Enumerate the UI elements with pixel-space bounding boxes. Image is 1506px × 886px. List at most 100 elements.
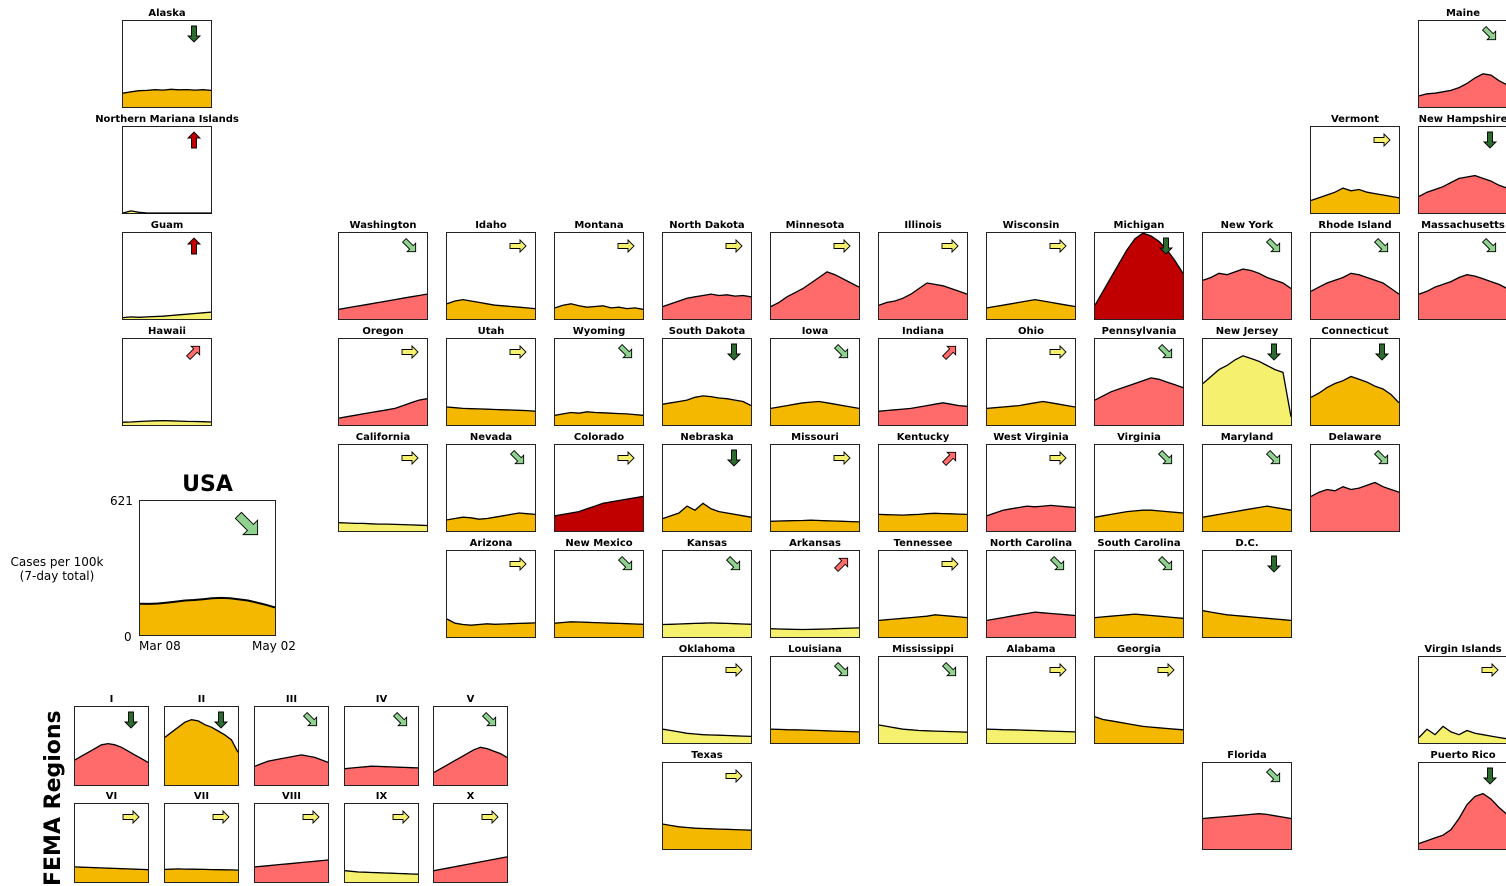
series-line: [554, 303, 644, 310]
tile-title: X: [466, 791, 475, 802]
area-fill: [434, 856, 507, 882]
sparkline-i: [74, 706, 149, 786]
trend-arrow-icon: [1157, 662, 1175, 678]
tile-frame: [770, 444, 860, 532]
area-fill: [75, 743, 148, 785]
trend-arrow-icon: [1049, 662, 1067, 678]
area-fill: [771, 520, 859, 531]
area-fill: [447, 513, 535, 531]
trend-arrow-icon: [941, 451, 957, 467]
tile-alabama: Alabama: [986, 644, 1076, 744]
tile-florida: Florida: [1202, 750, 1292, 850]
tile-hawaii: Hawaii: [122, 326, 212, 426]
tile-south-dakota: South Dakota: [662, 326, 752, 426]
series-line: [164, 868, 239, 871]
series-line: [554, 411, 644, 416]
trend-arrow-icon: [1265, 767, 1281, 783]
sparkline-vermont: [1310, 126, 1400, 214]
series-line: [878, 512, 968, 516]
trend-arrow-icon: [212, 809, 230, 825]
trend-arrow-icon: [833, 450, 851, 466]
series-line: [770, 400, 860, 410]
tile-oklahoma: Oklahoma: [662, 644, 752, 744]
tile-title: Louisiana: [788, 644, 842, 655]
series-line: [662, 728, 752, 738]
sparkline-iowa: [770, 338, 860, 426]
tile-minnesota: Minnesota: [770, 220, 860, 320]
series-line: [1202, 505, 1292, 518]
tile-massachusetts: Massachusetts: [1418, 220, 1506, 320]
tile-frame: [122, 126, 212, 214]
trend-arrow-icon: [617, 450, 635, 466]
series-line: [338, 293, 428, 310]
sparkline-delaware: [1310, 444, 1400, 532]
trend-arrow-icon: [941, 661, 957, 677]
trend-arrow-icon: [941, 556, 959, 572]
tile-arkansas: Arkansas: [770, 538, 860, 638]
area-fill: [555, 621, 643, 637]
tile-title: Minnesota: [785, 220, 845, 231]
tile-title: Northern Mariana Islands: [95, 114, 239, 125]
trend-arrow-icon: [302, 711, 318, 727]
series-line: [662, 622, 752, 626]
area-fill: [123, 89, 211, 107]
tile-title: Virginia: [1117, 432, 1161, 443]
series-line: [878, 402, 968, 412]
sparkline-west-virginia: [986, 444, 1076, 532]
trend-arrow-icon: [1481, 25, 1497, 41]
tile-title: Maine: [1445, 8, 1481, 19]
sparkline-pennsylvania: [1094, 338, 1184, 426]
tile-pennsylvania: Pennsylvania: [1094, 326, 1184, 426]
tile-title: Nevada: [469, 432, 513, 443]
tile-south-carolina: South Carolina: [1094, 538, 1184, 638]
series-line: [878, 614, 968, 622]
tile-title: Arkansas: [789, 538, 841, 549]
usa-title: USA: [182, 472, 233, 497]
sparkline-x: [433, 803, 508, 883]
trend-arrow-icon: [481, 809, 499, 825]
tile-kentucky: Kentucky: [878, 432, 968, 532]
tile-frame: [662, 656, 752, 744]
area-fill: [771, 271, 859, 319]
area-fill: [1419, 793, 1506, 849]
area-fill: [771, 729, 859, 743]
series-line: [433, 856, 508, 872]
tile-iowa: Iowa: [770, 326, 860, 426]
tile-title: V: [466, 694, 475, 705]
trend-arrow-icon: [1481, 662, 1499, 678]
series-line: [986, 298, 1076, 309]
sparkline-tennessee: [878, 550, 968, 638]
sparkline-alabama: [986, 656, 1076, 744]
series-line: [1418, 274, 1506, 295]
trend-arrow-icon: [1373, 132, 1391, 148]
area-fill: [75, 866, 148, 882]
trend-arrow-icon: [401, 344, 419, 360]
trend-arrow-icon: [401, 237, 417, 253]
series-line: [433, 746, 508, 773]
tile-title: Montana: [574, 220, 624, 231]
area-fill: [1095, 510, 1183, 531]
sparkline-georgia: [1094, 656, 1184, 744]
tile-ix: IX: [344, 791, 419, 883]
trend-arrow-icon: [392, 711, 408, 727]
series-line: [1094, 716, 1184, 731]
area-fill: [447, 407, 535, 425]
trend-arrow-icon: [1373, 449, 1389, 465]
trend-arrow-icon: [509, 556, 527, 572]
tile-title: Iowa: [801, 326, 829, 337]
tile-california: California: [338, 432, 428, 532]
sparkline-ix: [344, 803, 419, 883]
trend-arrow-icon: [1266, 555, 1282, 573]
trend-arrow-icon: [941, 345, 957, 361]
tile-title: VI: [105, 791, 118, 802]
trend-arrow-icon: [481, 711, 497, 727]
y-min-tick: 0: [124, 630, 132, 644]
sparkline-nevada: [446, 444, 536, 532]
trend-arrow-icon: [509, 238, 527, 254]
trend-arrow-icon: [234, 511, 259, 536]
tile-virgin-islands: Virgin Islands: [1418, 644, 1506, 744]
area-fill: [987, 401, 1075, 425]
sparkline-usa: [139, 500, 276, 636]
y-max-tick: 621: [110, 494, 133, 508]
